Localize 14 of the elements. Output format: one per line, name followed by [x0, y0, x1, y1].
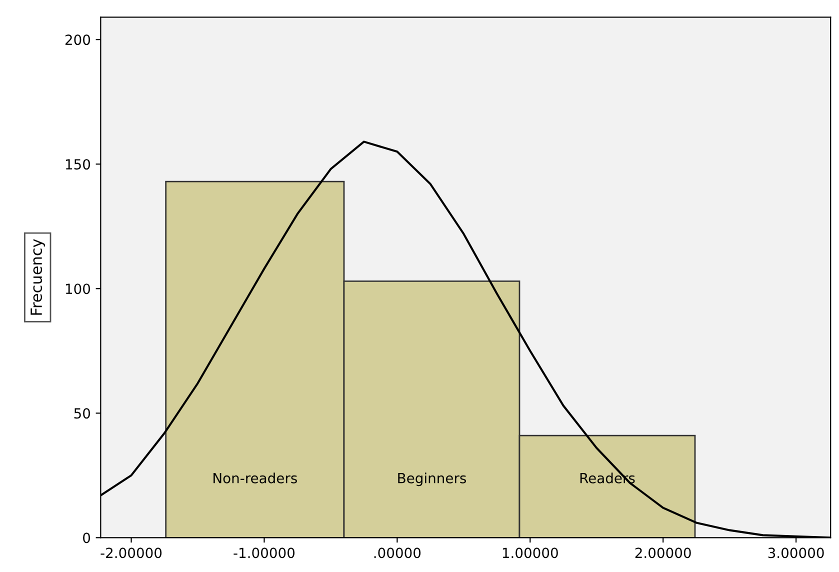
x-tick-label: .00000: [374, 548, 421, 558]
y-tick-label: 200: [65, 34, 90, 46]
y-tick-label: 100: [66, 284, 90, 294]
x-tick-label: -1.00000: [234, 548, 295, 558]
y-axis-title: Frecuency: [30, 239, 46, 315]
annotation: Beginners: [398, 472, 466, 486]
x-tick-label: 1.00000: [502, 548, 558, 558]
x-tick-label: 3.00000: [768, 548, 824, 558]
x-tick-label: 2.00000: [635, 548, 691, 558]
y-tick-label: 150: [66, 159, 90, 170]
x-tick-label: -2.00000: [100, 548, 162, 558]
y-tick-label: 50: [74, 408, 90, 419]
annotation: Non-readers: [214, 472, 297, 484]
y-tick-label: 0: [83, 532, 90, 544]
